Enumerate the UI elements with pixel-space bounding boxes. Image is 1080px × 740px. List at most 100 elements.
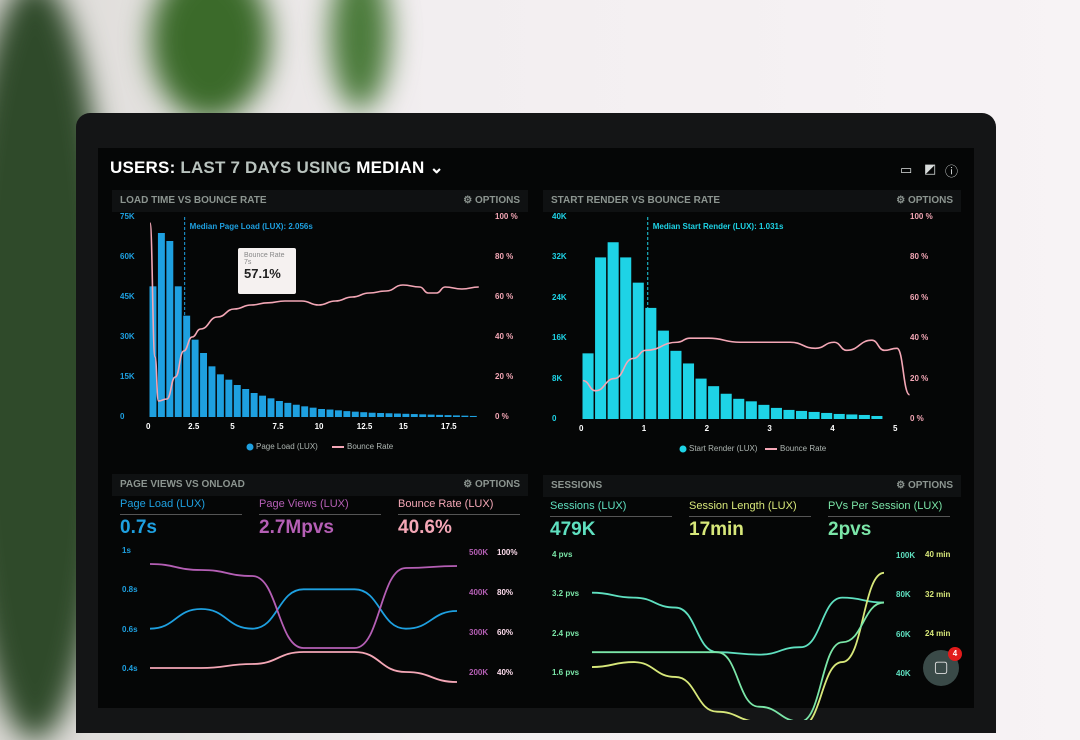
monitor-icon[interactable]: ▭: [900, 162, 913, 177]
y3-tick: 40%: [497, 668, 514, 677]
y3-tick: 24 min: [925, 629, 951, 638]
bounce-rate-line: [582, 337, 911, 396]
histogram-bar: [191, 339, 199, 417]
x-tick: 1: [641, 424, 647, 433]
histogram-bar: [166, 241, 174, 417]
y-tick: 60K: [120, 252, 135, 261]
histogram-bar: [796, 410, 808, 419]
histogram-bar: [871, 415, 883, 419]
histogram-bar: [267, 398, 275, 417]
y2-tick: 40 %: [910, 333, 929, 343]
y-tick: 45K: [120, 292, 135, 301]
y2-tick: 100K: [896, 550, 916, 560]
options-button[interactable]: ⚙ OPTIONS: [463, 195, 520, 206]
x-tick: 2: [704, 424, 710, 433]
y3-tick: 60%: [497, 628, 514, 637]
y2-tick: 400K: [469, 588, 489, 597]
legend-swatch: [679, 445, 687, 453]
y-tick: 2.4 pvs: [552, 628, 580, 638]
options-button[interactable]: ⚙ OPTIONS: [896, 195, 953, 206]
options-button[interactable]: ⚙ OPTIONS: [463, 479, 520, 490]
x-tick: 2.5: [188, 422, 200, 431]
histogram-bar: [452, 415, 460, 417]
histogram-bar: [326, 409, 334, 417]
y-tick: 40K: [552, 212, 567, 221]
y-tick: 24K: [552, 292, 567, 302]
histogram-bar: [632, 282, 644, 419]
histogram-bar: [351, 411, 359, 417]
histogram-bar: [225, 379, 233, 417]
histogram-bar: [657, 330, 669, 419]
y3-tick: 32 min: [925, 589, 951, 599]
y3-tick: 80%: [497, 588, 514, 597]
y2-tick: 80 %: [910, 252, 929, 262]
y-tick: 16K: [552, 333, 567, 343]
kpi-value: 2pvs: [828, 519, 872, 540]
y2-tick: 80 %: [495, 252, 514, 261]
histogram-bar: [846, 414, 858, 419]
panel-header-load-time: LOAD TIME VS BOUNCE RATE ⚙ OPTIONS: [112, 190, 528, 212]
bounce-rate-line: [149, 222, 479, 402]
y-tick: 8K: [552, 373, 563, 383]
series-line: [150, 651, 458, 683]
histogram-bar: [427, 414, 435, 417]
y2-tick: 100 %: [495, 212, 518, 221]
y2-tick: 100 %: [910, 212, 933, 221]
histogram-bar: [645, 307, 657, 419]
chart-icon[interactable]: ◩: [924, 161, 937, 176]
y-tick: 0.8s: [122, 585, 138, 594]
histogram-bar: [292, 404, 300, 417]
x-tick: 15: [398, 422, 408, 431]
y-tick: 0.4s: [122, 664, 138, 673]
options-button[interactable]: ⚙ OPTIONS: [896, 480, 953, 491]
kpi-value: 17min: [689, 519, 744, 540]
help-icon[interactable]: ⓘ: [945, 164, 959, 179]
histogram-bar: [334, 410, 342, 417]
histogram-bar: [275, 401, 283, 417]
histogram-bar: [385, 413, 393, 417]
histogram-bar: [758, 404, 770, 419]
series-line: [149, 563, 458, 649]
panel-header-start-render: START RENDER VS BOUNCE RATE ⚙ OPTIONS: [543, 190, 961, 212]
histogram-bar: [343, 411, 351, 417]
histogram-bar: [833, 413, 845, 419]
x-tick: 12.5: [356, 422, 373, 431]
histogram-bar: [670, 350, 682, 419]
panel-header-page-views: PAGE VIEWS VS ONLOAD ⚙ OPTIONS: [112, 474, 528, 496]
histogram-bar: [157, 233, 165, 417]
median-label: Median Page Load (LUX): 2.056s: [189, 222, 313, 231]
kpi-label: Sessions (LUX): [550, 500, 672, 517]
histogram-bar: [301, 406, 309, 417]
x-tick: 5: [893, 424, 898, 433]
y2-tick: 80K: [896, 590, 911, 599]
x-tick: 10: [314, 422, 324, 431]
histogram-bar: [582, 353, 594, 419]
histogram-bar: [410, 414, 418, 417]
histogram-bar: [393, 413, 401, 417]
kpi-label: Page Views (LUX): [259, 498, 381, 515]
histogram-bar: [318, 409, 326, 417]
y-tick: 0: [120, 412, 125, 421]
histogram-bar: [444, 415, 452, 417]
dashboard-screen: [98, 148, 974, 708]
notification-badge: 4: [948, 647, 962, 661]
x-tick: 4: [830, 424, 835, 433]
y3-tick: 40 min: [925, 550, 951, 559]
x-tick: 5: [230, 422, 235, 431]
legend-item: Bounce Rate: [347, 442, 394, 451]
histogram-bar: [250, 393, 258, 417]
x-tick: 3: [767, 424, 772, 433]
y2-tick: 40K: [896, 669, 911, 678]
histogram-bar: [436, 414, 444, 417]
kpi-label: Session Length (LUX): [689, 500, 811, 517]
page-title[interactable]: USERS: LAST 7 DAYS USING MEDIAN ⌄: [110, 158, 444, 177]
y-tick: 3.2 pvs: [552, 589, 580, 598]
y-tick: 0: [552, 414, 557, 423]
charts-canvas: [149, 217, 911, 720]
histogram-bar: [620, 257, 632, 419]
histogram-bar: [720, 393, 732, 419]
y2-tick: 20 %: [495, 372, 514, 381]
histogram-bar: [377, 413, 385, 417]
histogram-bar: [284, 402, 292, 417]
histogram-bar: [242, 389, 250, 417]
